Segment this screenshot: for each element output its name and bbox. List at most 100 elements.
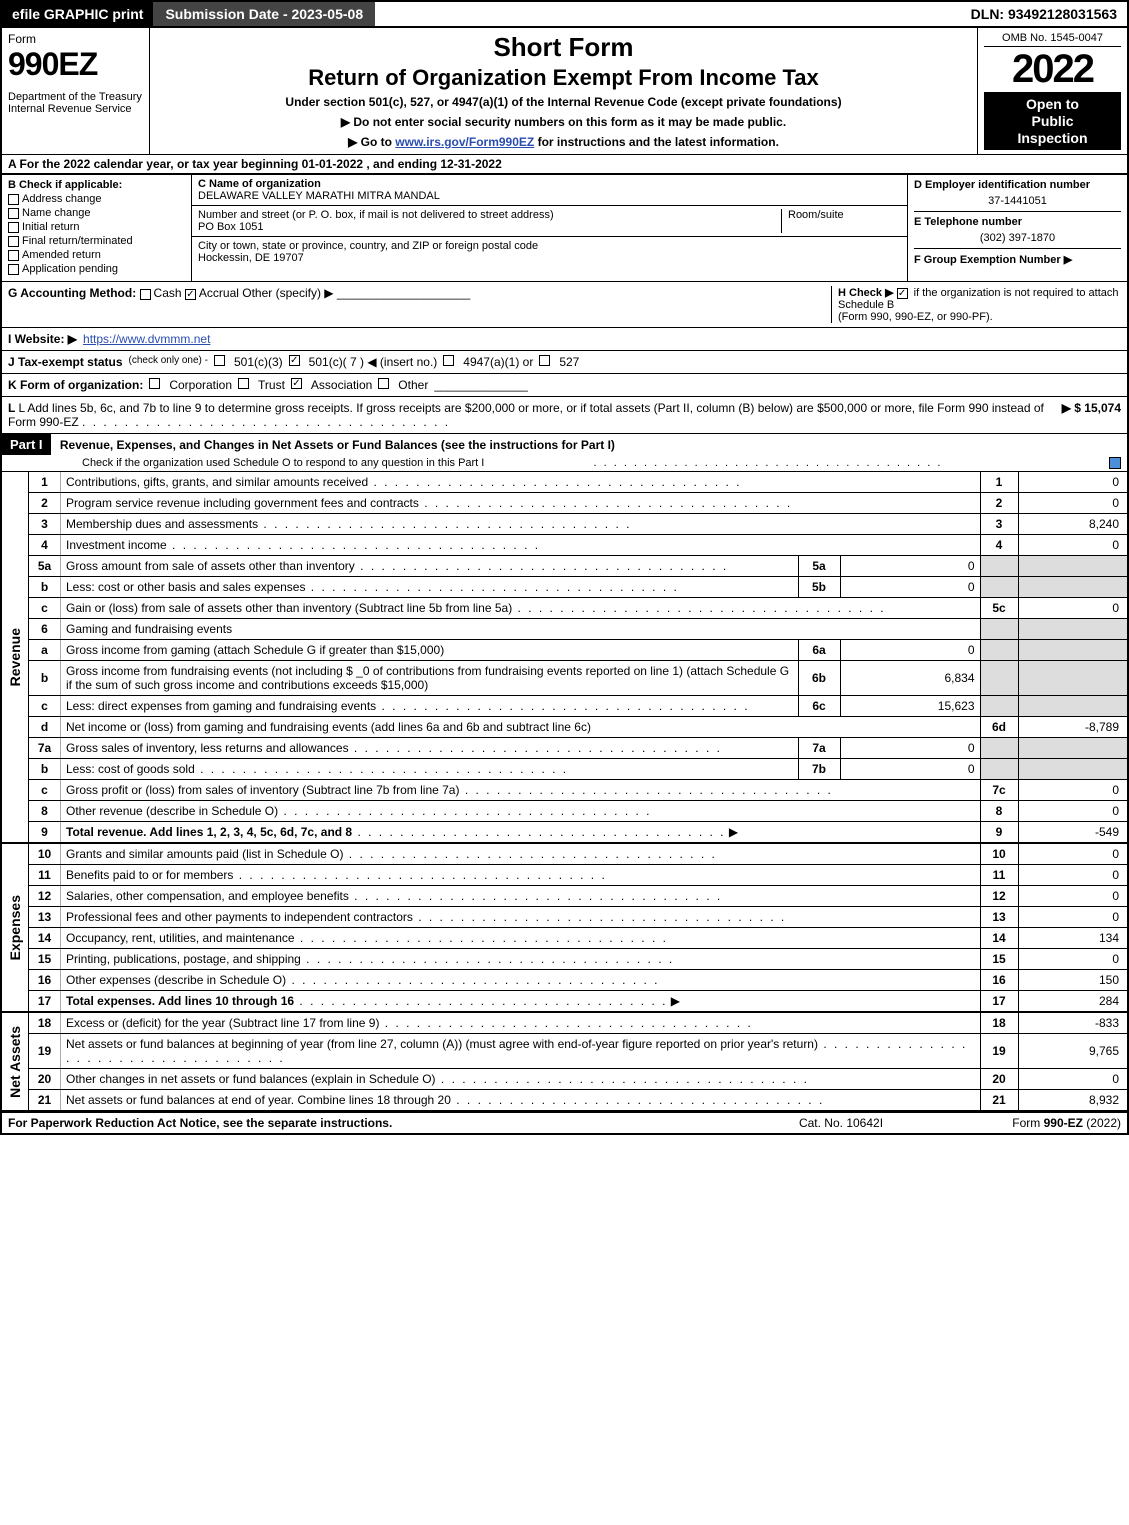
j-opt4: 527 <box>559 355 579 369</box>
chk-application-pending[interactable]: Application pending <box>8 263 185 275</box>
chk-501c[interactable] <box>289 355 300 366</box>
form-number: 990EZ <box>8 46 143 83</box>
d-head: D Employer identification number <box>914 179 1121 191</box>
row-g-h: G Accounting Method: Cash Accrual Other … <box>0 282 1129 328</box>
chk-501c3[interactable] <box>214 355 225 366</box>
line-desc: Gaming and fundraising events <box>66 622 232 636</box>
chk-corp[interactable] <box>149 378 160 389</box>
line-g: G Accounting Method: Cash Accrual Other … <box>8 286 825 300</box>
g-other: Other (specify) ▶ <box>242 286 333 300</box>
irs-link[interactable]: www.irs.gov/Form990EZ <box>395 135 534 149</box>
chk-h[interactable] <box>897 288 908 299</box>
line-val: 0 <box>1018 1069 1128 1090</box>
line-num: 13 <box>29 907 61 928</box>
line-num: 9 <box>29 822 61 844</box>
line-num: 1 <box>29 472 61 493</box>
table-row: 12Salaries, other compensation, and empl… <box>1 886 1128 907</box>
chk-label: Initial return <box>22 221 79 233</box>
line-num: 17 <box>29 991 61 1013</box>
line-refnum: 20 <box>980 1069 1018 1090</box>
ein-value: 37-1441051 <box>914 195 1121 212</box>
line-refnum: 10 <box>980 843 1018 865</box>
org-name-row: C Name of organization DELAWARE VALLEY M… <box>192 175 907 206</box>
table-row: c Gross profit or (loss) from sales of i… <box>1 780 1128 801</box>
j-sub: (check only one) - <box>129 355 208 366</box>
chk-trust[interactable] <box>238 378 249 389</box>
line-desc: Net income or (loss) from gaming and fun… <box>66 720 591 734</box>
line-refnum: 4 <box>980 535 1018 556</box>
chk-accrual[interactable] <box>185 289 196 300</box>
line-num: 20 <box>29 1069 61 1090</box>
sub-num: 7b <box>798 759 840 780</box>
chk-label: Application pending <box>22 263 118 275</box>
form-word: Form <box>8 32 143 46</box>
line-desc: Net assets or fund balances at beginning… <box>66 1037 818 1051</box>
line-desc: Benefits paid to or for members <box>66 868 233 882</box>
line-num: 7a <box>29 738 61 759</box>
chk-4947[interactable] <box>443 355 454 366</box>
line-val: 284 <box>1018 991 1128 1013</box>
grey-cell <box>980 619 1018 640</box>
line-refnum: 5c <box>980 598 1018 619</box>
col-c: C Name of organization DELAWARE VALLEY M… <box>192 175 907 281</box>
line-num: 15 <box>29 949 61 970</box>
header-right-block: OMB No. 1545-0047 2022 Open to Public In… <box>977 28 1127 154</box>
sub-num: 6c <box>798 696 840 717</box>
chk-other[interactable] <box>378 378 389 389</box>
line-desc: Contributions, gifts, grants, and simila… <box>66 475 368 489</box>
line-desc: Printing, publications, postage, and shi… <box>66 952 301 966</box>
line-refnum: 13 <box>980 907 1018 928</box>
part1-tag: Part I <box>2 434 51 455</box>
j-opt1: 501(c)(3) <box>234 355 283 369</box>
sub-num: 5a <box>798 556 840 577</box>
dept-label: Department of the Treasury <box>8 91 143 103</box>
chk-address-change[interactable]: Address change <box>8 193 185 205</box>
warning-ssn: ▶ Do not enter social security numbers o… <box>158 115 969 129</box>
line-val: 0 <box>1018 535 1128 556</box>
line-refnum: 15 <box>980 949 1018 970</box>
chk-name-change[interactable]: Name change <box>8 207 185 219</box>
city-label: City or town, state or province, country… <box>198 240 538 252</box>
grey-cell <box>980 640 1018 661</box>
line-num: 3 <box>29 514 61 535</box>
line-desc: Less: direct expenses from gaming and fu… <box>66 699 376 713</box>
line-refnum: 18 <box>980 1012 1018 1034</box>
line-desc: Program service revenue including govern… <box>66 496 419 510</box>
line-num: 18 <box>29 1012 61 1034</box>
c-label: C Name of organization <box>198 178 321 190</box>
line-num: b <box>29 661 61 696</box>
line-refnum: 21 <box>980 1090 1018 1112</box>
chk-final-return[interactable]: Final return/terminated <box>8 235 185 247</box>
title-short-form: Short Form <box>158 32 969 63</box>
line-val: 0 <box>1018 843 1128 865</box>
part1-check-icon <box>1109 457 1121 469</box>
line-desc: Salaries, other compensation, and employ… <box>66 889 349 903</box>
k-label: K Form of organization: <box>8 378 143 392</box>
dln-label: DLN: 93492128031563 <box>961 2 1127 26</box>
k-corp: Corporation <box>169 378 232 392</box>
grey-cell <box>980 556 1018 577</box>
line-refnum: 14 <box>980 928 1018 949</box>
line-val: 0 <box>1018 780 1128 801</box>
table-row: 9 Total revenue. Add lines 1, 2, 3, 4, 5… <box>1 822 1128 844</box>
org-name: DELAWARE VALLEY MARATHI MITRA MANDAL <box>198 190 440 202</box>
table-row: b Less: cost of goods sold 7b 0 <box>1 759 1128 780</box>
part1-row: Part I Revenue, Expenses, and Changes in… <box>0 434 1129 472</box>
chk-initial-return[interactable]: Initial return <box>8 221 185 233</box>
form-title-block: Short Form Return of Organization Exempt… <box>150 28 977 154</box>
main-table: Revenue 1 Contributions, gifts, grants, … <box>0 472 1129 1112</box>
website-link[interactable]: https://www.dvmmm.net <box>83 332 210 346</box>
grey-cell <box>1018 759 1128 780</box>
h-text2: (Form 990, 990-EZ, or 990-PF). <box>838 311 993 323</box>
chk-assoc[interactable] <box>291 378 302 389</box>
line-val: 0 <box>1018 949 1128 970</box>
line-refnum: 7c <box>980 780 1018 801</box>
line-num: 5a <box>29 556 61 577</box>
chk-cash[interactable] <box>140 289 151 300</box>
chk-amended-return[interactable]: Amended return <box>8 249 185 261</box>
table-row: 7a Gross sales of inventory, less return… <box>1 738 1128 759</box>
table-row: 21Net assets or fund balances at end of … <box>1 1090 1128 1112</box>
line-num: 10 <box>29 843 61 865</box>
chk-527[interactable] <box>539 355 550 366</box>
g-label: G Accounting Method: <box>8 286 136 300</box>
